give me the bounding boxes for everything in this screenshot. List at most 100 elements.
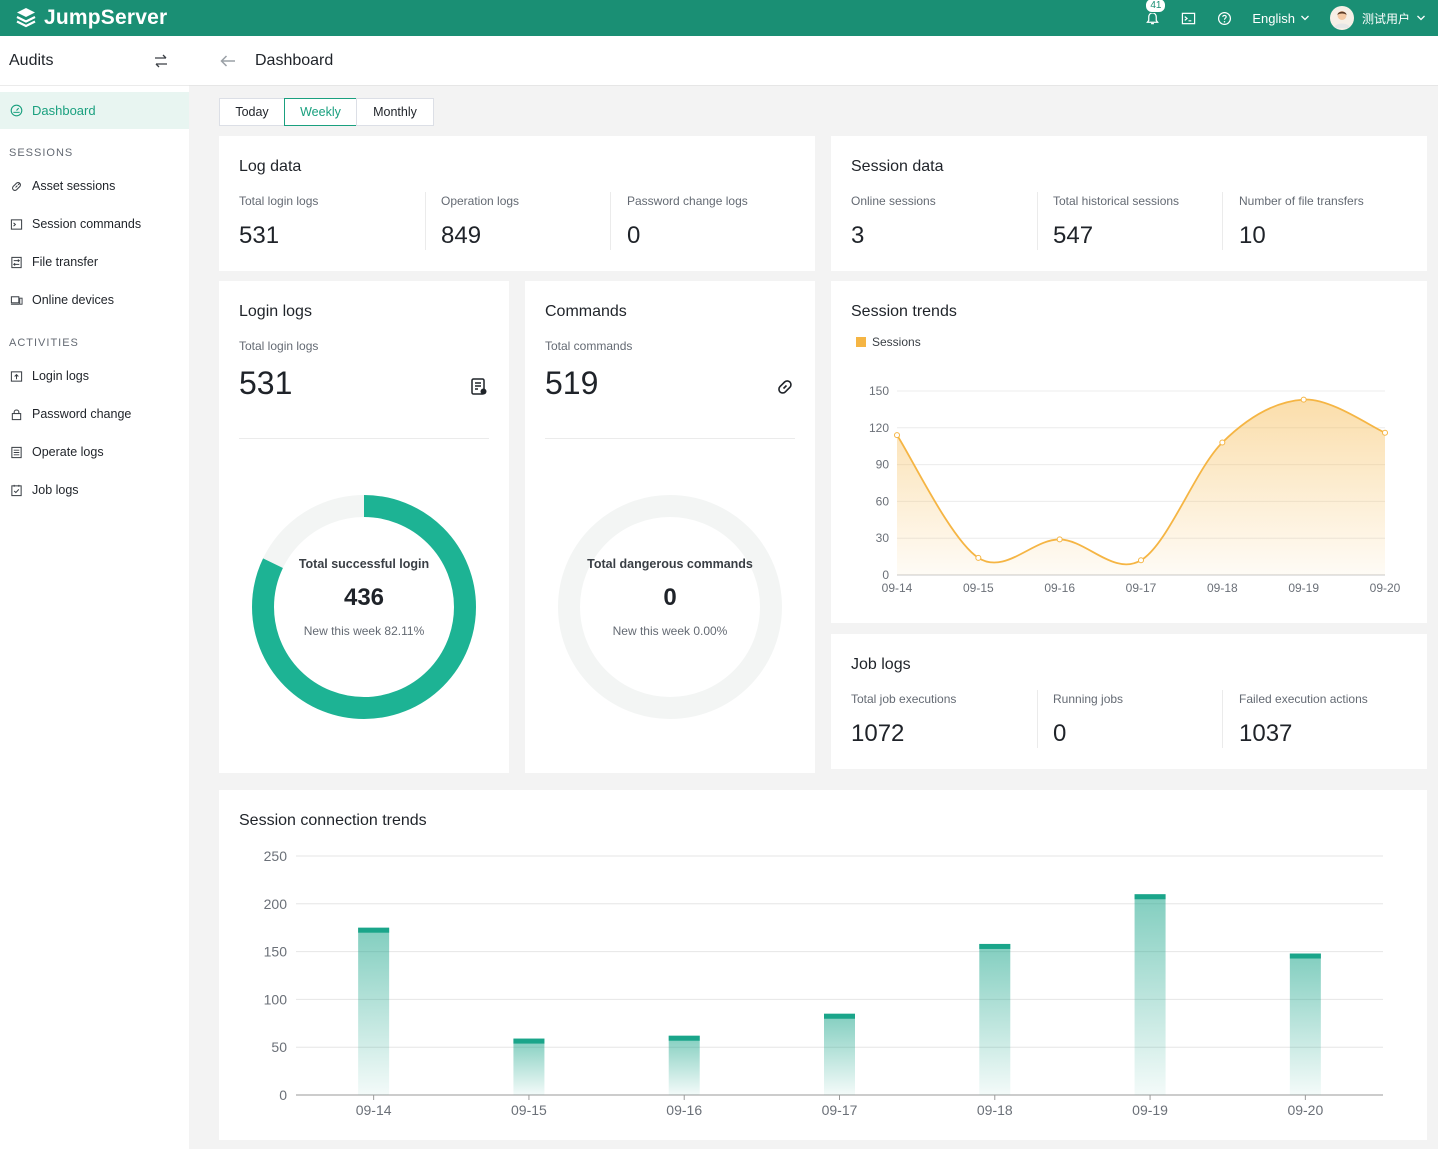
bar[interactable] <box>358 927 390 1095</box>
sidebar-item-label: Password change <box>32 407 132 421</box>
logo[interactable]: JumpServer <box>14 6 167 30</box>
login-success-ring <box>252 495 476 719</box>
bar[interactable] <box>1289 953 1321 1095</box>
sidebar-item-password-change[interactable]: Password change <box>0 395 189 433</box>
y-tick-label: 150 <box>869 384 889 398</box>
card-value[interactable]: 519 <box>545 365 599 401</box>
top-bar: JumpServer 41 English 测试用户 <box>0 0 1438 36</box>
x-tick-label: 09-20 <box>1370 581 1401 595</box>
data-point[interactable] <box>1300 396 1307 403</box>
stat-file-transfers: Number of file transfers 10 <box>1239 194 1364 250</box>
legend-swatch <box>856 337 866 347</box>
stat-failed-execution-actions: Failed execution actions 1037 <box>1239 692 1368 748</box>
user-menu[interactable]: 测试用户 <box>1329 6 1426 30</box>
link-icon[interactable] <box>775 377 795 397</box>
sidebar-item-job-logs[interactable]: Job logs <box>0 471 189 509</box>
sidebar-item-label: Job logs <box>32 483 79 497</box>
legend-label: Sessions <box>872 335 921 349</box>
stat-value[interactable]: 3 <box>851 222 865 249</box>
commands-card: Commands Total commands 519 Total danger… <box>525 281 815 773</box>
stat-label: Operation logs <box>441 194 520 208</box>
sidebar-item-label: Online devices <box>32 293 114 307</box>
stat-value[interactable]: 547 <box>1053 222 1094 249</box>
sidebar-item-session-commands[interactable]: Session commands <box>0 205 189 243</box>
notification-button[interactable]: 41 <box>1142 0 1167 28</box>
stat-label: Running jobs <box>1053 692 1124 706</box>
ring-center-text: Total successful login 436 New this week… <box>254 557 474 638</box>
stat-value[interactable]: 1072 <box>851 720 905 747</box>
tab-today[interactable]: Today <box>219 98 285 126</box>
x-tick-label: 09-14 <box>356 1102 392 1118</box>
back-arrow-icon[interactable] <box>219 54 237 68</box>
tab-weekly[interactable]: Weekly <box>284 98 357 126</box>
sidebar-item-file-transfer[interactable]: File transfer <box>0 243 189 281</box>
ring-progress-arc <box>252 495 476 719</box>
sidebar-item-label: File transfer <box>32 255 98 269</box>
stat-value[interactable]: 10 <box>1239 222 1266 249</box>
card-value[interactable]: 531 <box>239 365 293 401</box>
card-label: Total commands <box>545 339 633 353</box>
sidebar-section-sessions: SESSIONS <box>9 147 74 159</box>
stat-value[interactable]: 849 <box>441 222 482 249</box>
stat-value[interactable]: 0 <box>627 222 641 249</box>
language-label: English <box>1252 10 1295 26</box>
app-name: JumpServer <box>44 6 168 29</box>
tab-monthly[interactable]: Monthly <box>356 98 434 126</box>
sidebar-section-activities: ACTIVITIES <box>9 337 79 349</box>
sidebar-item-dashboard[interactable]: Dashboard <box>0 92 189 129</box>
data-point[interactable] <box>1056 536 1063 543</box>
y-tick-label: 0 <box>279 1087 287 1103</box>
language-selector[interactable]: English <box>1252 11 1310 26</box>
switch-view-icon[interactable] <box>153 53 169 69</box>
bar-cap <box>1134 894 1166 900</box>
x-tick-label: 09-16 <box>666 1102 702 1118</box>
web-terminal-button[interactable] <box>1178 8 1198 28</box>
bar[interactable] <box>1134 894 1166 1095</box>
series-area <box>897 399 1385 575</box>
sidebar-item-asset-sessions[interactable]: Asset sessions <box>0 167 189 205</box>
session-data-card: Session data Online sessions 3 Total his… <box>831 136 1427 271</box>
login-logs-card: Login logs Total login logs 531 Total su… <box>219 281 509 773</box>
stat-online-sessions: Online sessions 3 <box>851 194 936 250</box>
bar[interactable] <box>668 1035 700 1095</box>
stat-value[interactable]: 1037 <box>1239 720 1293 747</box>
data-point[interactable] <box>894 432 900 439</box>
x-tick-label: 09-20 <box>1287 1102 1323 1118</box>
devices-icon <box>10 295 23 305</box>
log-report-icon[interactable] <box>469 377 489 397</box>
dangerous-commands-ring <box>558 495 782 719</box>
card-title: Log data <box>239 158 302 175</box>
sidebar-item-label: Session commands <box>32 217 142 231</box>
sidebar-item-operate-logs[interactable]: Operate logs <box>0 433 189 471</box>
job-logs-card: Job logs Total job executions 1072 Runni… <box>831 634 1427 769</box>
data-point[interactable] <box>975 554 982 561</box>
list-icon <box>10 446 22 458</box>
card-title: Login logs <box>239 303 312 320</box>
terminal-icon <box>1181 12 1196 24</box>
login-icon <box>10 370 22 382</box>
bar[interactable] <box>824 1013 855 1095</box>
x-tick-label: 09-19 <box>1288 581 1319 595</box>
stat-value[interactable]: 531 <box>239 222 280 249</box>
sidebar-item-online-devices[interactable]: Online devices <box>0 281 189 319</box>
data-point[interactable] <box>1138 557 1144 564</box>
ring-title: Total dangerous commands <box>587 557 753 571</box>
stat-label: Number of file transfers <box>1239 194 1364 208</box>
card-title: Commands <box>545 303 627 320</box>
lock-icon <box>11 409 21 420</box>
help-button[interactable] <box>1214 8 1234 28</box>
sidebar-item-login-logs[interactable]: Login logs <box>0 357 189 395</box>
terminal-icon <box>10 218 22 230</box>
stat-label: Password change logs <box>627 194 748 208</box>
data-point[interactable] <box>1382 429 1388 436</box>
bar[interactable] <box>979 943 1011 1095</box>
bar[interactable] <box>513 1038 545 1095</box>
x-tick-label: 09-18 <box>977 1102 1013 1118</box>
chart-legend[interactable]: Sessions <box>856 335 921 349</box>
x-tick-label: 09-18 <box>1207 581 1238 595</box>
x-tick-label: 09-15 <box>511 1102 547 1118</box>
sidebar-item-label: Dashboard <box>32 103 96 118</box>
stat-value[interactable]: 0 <box>1053 720 1067 747</box>
data-point[interactable] <box>1219 439 1226 446</box>
stat-total-job-executions: Total job executions 1072 <box>851 692 956 748</box>
